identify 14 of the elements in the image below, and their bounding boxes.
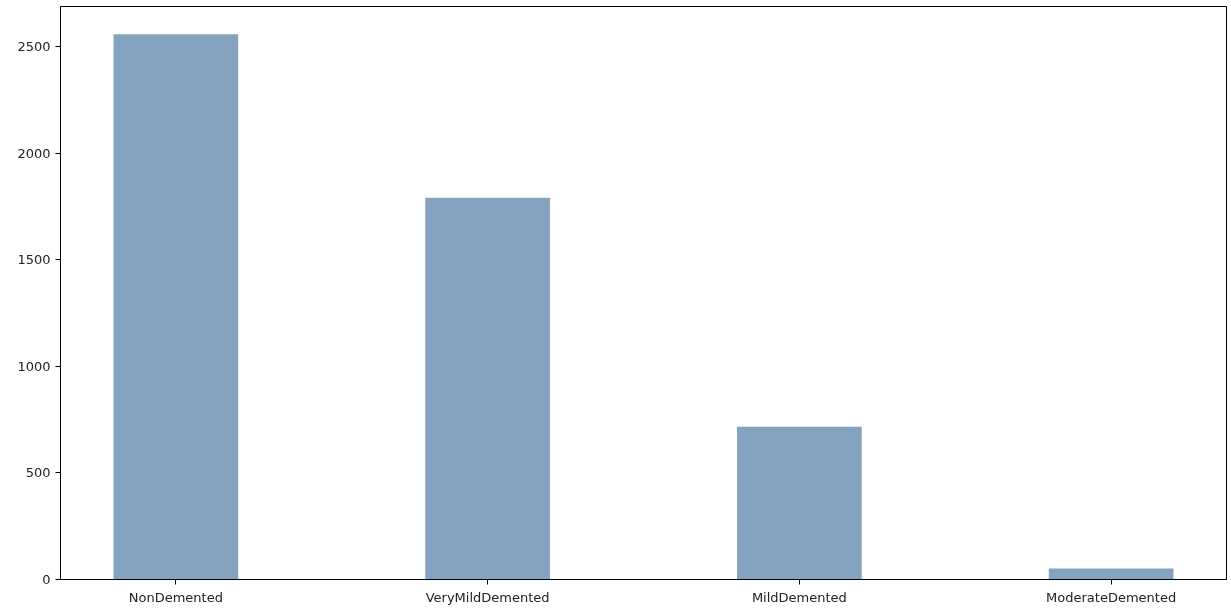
y-tick-label: 2500: [17, 39, 51, 55]
bar: [113, 34, 239, 580]
y-tick-label: 500: [25, 465, 51, 481]
bar: [1048, 568, 1174, 580]
y-tick-label: 1000: [17, 358, 51, 374]
x-tick-label: ModerateDemented: [1046, 589, 1177, 605]
y-tick-label: 2000: [17, 145, 51, 161]
x-tick-label: NonDemented: [128, 589, 223, 605]
y-tick-label: 1500: [17, 252, 51, 268]
bar: [425, 197, 550, 580]
y-tick-label: 0: [42, 572, 51, 587]
bar: [737, 426, 862, 580]
x-tick-label: VeryMildDemented: [425, 589, 550, 605]
x-tick-label: MildDemented: [751, 589, 847, 605]
